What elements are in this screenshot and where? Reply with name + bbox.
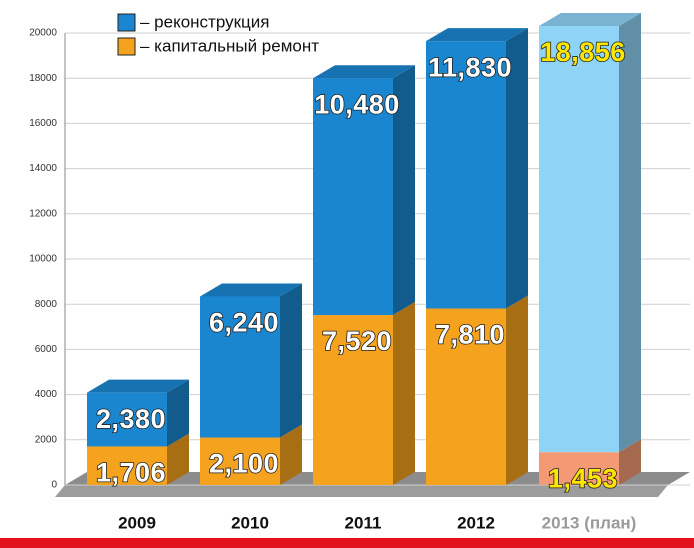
x-tick-label: 2010 <box>231 513 269 532</box>
bar-top <box>539 13 641 27</box>
y-tick-label: 10000 <box>29 254 57 265</box>
bar <box>426 41 506 309</box>
y-tick-label: 0 <box>51 480 57 491</box>
value-label: 18,856 <box>540 37 626 67</box>
bar <box>539 26 619 453</box>
y-tick-label: 2000 <box>35 434 58 445</box>
bar-side <box>506 295 528 485</box>
y-tick-label: 6000 <box>35 344 58 355</box>
value-label: 11,830 <box>428 52 512 82</box>
bar-side <box>506 28 528 309</box>
bar <box>200 296 280 438</box>
value-label: 2,100 <box>209 449 279 479</box>
value-label: 1,706 <box>96 458 166 488</box>
bar-side <box>619 13 641 453</box>
bar-side <box>280 283 302 438</box>
value-label: 6,240 <box>209 308 279 338</box>
x-tick-label: 2009 <box>118 513 156 532</box>
y-tick-label: 8000 <box>35 299 58 310</box>
total-strip <box>0 538 694 548</box>
bar <box>87 392 167 447</box>
bar-top <box>200 283 302 297</box>
bar-side <box>393 302 415 485</box>
y-tick-label: 16000 <box>29 118 57 129</box>
bar <box>200 437 280 485</box>
bar <box>313 315 393 485</box>
bar-side <box>619 439 641 485</box>
value-label: 10,480 <box>314 89 400 119</box>
floor-front <box>55 485 668 497</box>
bar <box>539 452 619 485</box>
y-tick-label: 4000 <box>35 389 58 400</box>
legend-label: – капитальный ремонт <box>140 36 319 55</box>
bar-top <box>87 379 189 393</box>
bar-top <box>313 65 415 79</box>
y-tick-label: 12000 <box>29 208 57 219</box>
value-label: 2,380 <box>96 404 166 434</box>
value-label: 1,453 <box>548 463 618 493</box>
bar-side <box>393 65 415 316</box>
bar-side <box>280 424 302 485</box>
y-tick-label: 14000 <box>29 163 57 174</box>
value-label: 7,520 <box>322 326 392 356</box>
x-tick-label: 2013 (план) <box>542 513 637 532</box>
x-tick-label: 2011 <box>345 513 382 532</box>
bar-side <box>167 433 189 485</box>
bar <box>426 308 506 485</box>
legend-swatch <box>117 13 136 32</box>
x-tick-label: 2012 <box>457 513 495 532</box>
bar <box>87 446 167 485</box>
bar-side <box>167 379 189 447</box>
legend-swatch <box>117 37 136 56</box>
value-label: 7,810 <box>435 320 505 350</box>
y-tick-label: 18000 <box>29 73 57 84</box>
bar <box>313 78 393 316</box>
y-tick-label: 20000 <box>29 28 57 39</box>
bar-top <box>426 28 528 42</box>
legend-label: – реконструкция <box>140 12 269 31</box>
